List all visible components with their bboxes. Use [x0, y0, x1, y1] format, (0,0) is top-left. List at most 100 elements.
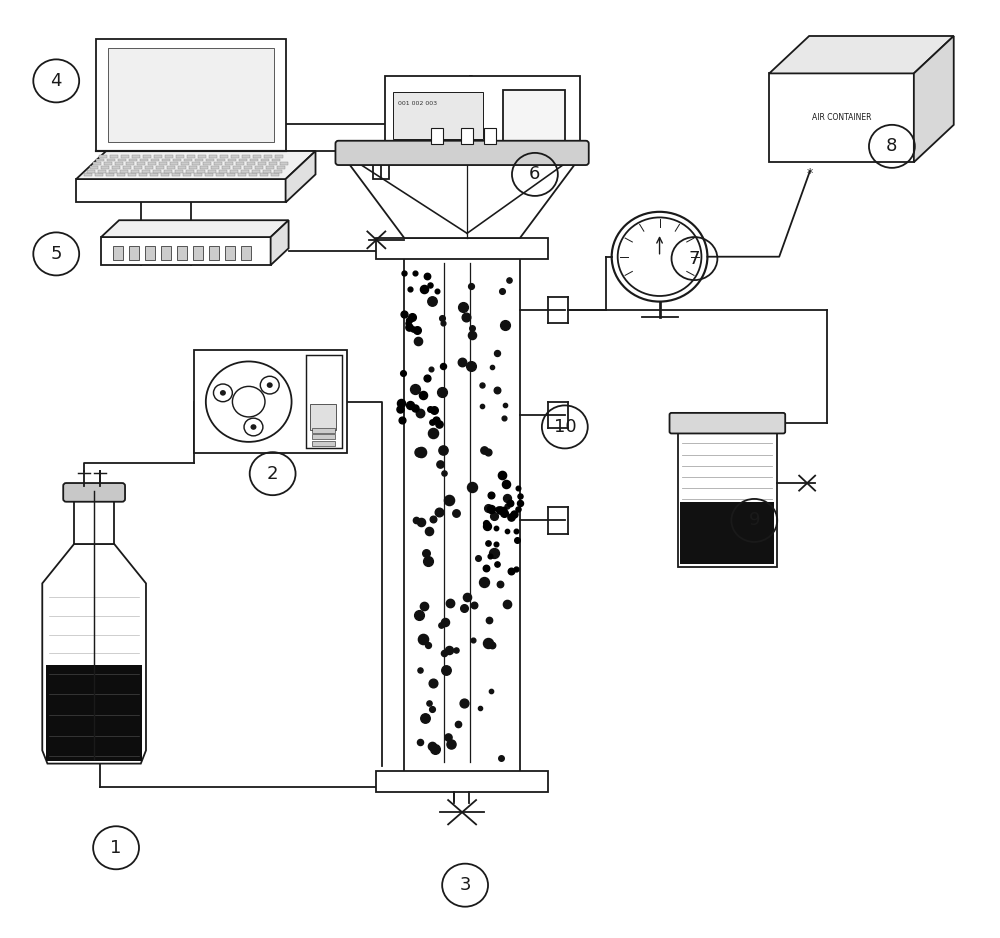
- Bar: [187, 155, 195, 158]
- Bar: [173, 159, 181, 161]
- Polygon shape: [271, 220, 289, 265]
- Bar: [220, 155, 228, 158]
- FancyBboxPatch shape: [63, 483, 125, 502]
- Circle shape: [618, 218, 701, 296]
- Bar: [261, 159, 269, 161]
- Bar: [129, 247, 139, 260]
- Polygon shape: [46, 665, 142, 761]
- Text: AIR CONTAINER: AIR CONTAINER: [812, 113, 871, 122]
- Bar: [153, 170, 161, 173]
- FancyBboxPatch shape: [484, 128, 496, 144]
- Polygon shape: [346, 160, 578, 238]
- Polygon shape: [286, 151, 316, 203]
- Bar: [186, 170, 194, 173]
- FancyBboxPatch shape: [376, 771, 548, 792]
- Bar: [170, 162, 178, 165]
- Bar: [280, 162, 288, 165]
- Bar: [165, 155, 173, 158]
- Bar: [230, 170, 238, 173]
- Bar: [137, 162, 145, 165]
- Bar: [104, 162, 112, 165]
- Bar: [275, 155, 283, 158]
- Bar: [139, 174, 147, 176]
- Bar: [217, 159, 225, 161]
- Bar: [241, 247, 251, 260]
- Bar: [197, 170, 205, 173]
- Bar: [129, 159, 137, 161]
- Polygon shape: [914, 36, 954, 162]
- Polygon shape: [769, 36, 954, 73]
- Bar: [312, 441, 335, 446]
- Bar: [148, 162, 156, 165]
- Text: 5: 5: [50, 245, 62, 263]
- Bar: [209, 155, 217, 158]
- Text: 1: 1: [110, 839, 122, 856]
- Polygon shape: [96, 38, 286, 151]
- Bar: [164, 170, 172, 173]
- Text: *: *: [807, 167, 813, 180]
- Polygon shape: [101, 237, 271, 265]
- Bar: [123, 166, 131, 169]
- Bar: [206, 159, 214, 161]
- Text: 10: 10: [554, 418, 576, 436]
- Bar: [98, 170, 106, 173]
- Bar: [181, 162, 189, 165]
- Circle shape: [250, 424, 256, 430]
- Bar: [252, 170, 260, 173]
- Bar: [150, 174, 158, 176]
- Bar: [239, 159, 247, 161]
- FancyBboxPatch shape: [680, 502, 774, 565]
- Bar: [216, 174, 224, 176]
- Bar: [140, 159, 148, 161]
- Bar: [253, 155, 261, 158]
- Bar: [121, 155, 129, 158]
- Text: 7: 7: [689, 250, 700, 267]
- FancyBboxPatch shape: [306, 355, 342, 448]
- Bar: [247, 162, 255, 165]
- Bar: [233, 166, 241, 169]
- Bar: [211, 166, 219, 169]
- Bar: [194, 174, 202, 176]
- Bar: [244, 166, 252, 169]
- Polygon shape: [76, 179, 286, 203]
- Bar: [134, 166, 142, 169]
- FancyBboxPatch shape: [678, 431, 777, 567]
- Bar: [175, 170, 183, 173]
- FancyBboxPatch shape: [670, 413, 785, 433]
- FancyBboxPatch shape: [310, 403, 336, 430]
- Text: 2: 2: [267, 464, 278, 483]
- Bar: [225, 247, 235, 260]
- Polygon shape: [42, 544, 146, 764]
- Text: 001 002 003: 001 002 003: [398, 100, 437, 106]
- Bar: [271, 174, 279, 176]
- Bar: [312, 428, 335, 432]
- FancyBboxPatch shape: [461, 128, 473, 144]
- Bar: [156, 166, 164, 169]
- Bar: [250, 159, 258, 161]
- Bar: [178, 166, 186, 169]
- Bar: [263, 170, 271, 173]
- Polygon shape: [101, 220, 289, 237]
- Bar: [189, 166, 197, 169]
- Bar: [249, 174, 257, 176]
- Text: 9: 9: [749, 511, 760, 529]
- Bar: [90, 166, 98, 169]
- FancyBboxPatch shape: [431, 128, 443, 144]
- Text: 8: 8: [886, 137, 898, 156]
- FancyBboxPatch shape: [376, 238, 548, 259]
- Bar: [203, 162, 211, 165]
- Bar: [145, 247, 155, 260]
- Bar: [95, 174, 103, 176]
- Bar: [238, 174, 246, 176]
- Bar: [117, 174, 125, 176]
- Bar: [93, 162, 101, 165]
- Bar: [192, 162, 200, 165]
- Bar: [266, 166, 274, 169]
- FancyBboxPatch shape: [393, 92, 483, 139]
- Bar: [151, 159, 159, 161]
- Polygon shape: [76, 151, 316, 179]
- Bar: [84, 174, 92, 176]
- Bar: [200, 166, 208, 169]
- Bar: [142, 170, 150, 173]
- Polygon shape: [769, 73, 914, 162]
